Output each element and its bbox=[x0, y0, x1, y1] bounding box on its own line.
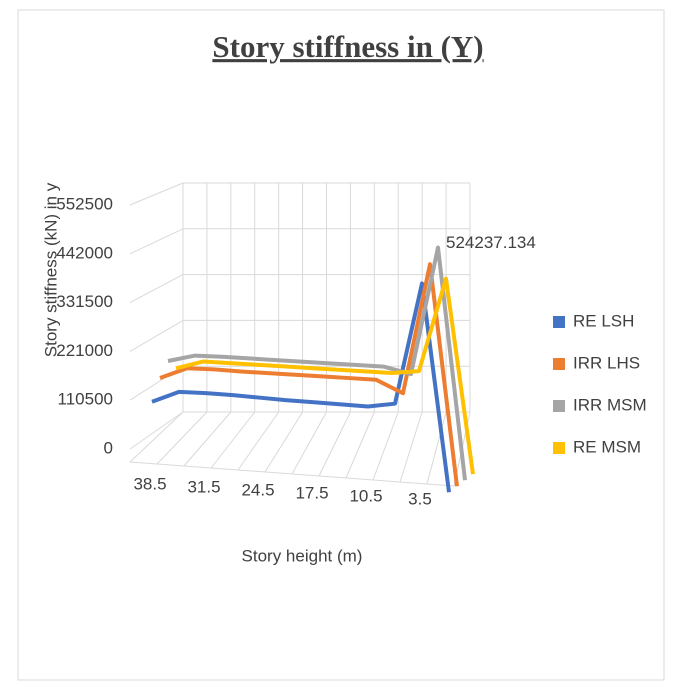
chart-border bbox=[17, 9, 665, 681]
legend-swatch bbox=[553, 358, 565, 370]
series-line bbox=[175, 276, 475, 475]
floor-line bbox=[372, 411, 399, 481]
floor-line bbox=[129, 411, 184, 463]
grid-line bbox=[129, 182, 184, 206]
legend-swatch bbox=[553, 442, 565, 454]
chart-title: Story stiffness in (Y) bbox=[212, 29, 483, 64]
floor-line bbox=[264, 411, 304, 473]
y-tick-label: 442000 bbox=[56, 243, 113, 262]
legend-swatch bbox=[553, 400, 565, 412]
x-tick-label: 31.5 bbox=[187, 477, 220, 496]
y-axis-label: Story stiffness (kN) in y bbox=[41, 182, 60, 357]
floor-edge bbox=[129, 461, 455, 487]
legend-label: IRR LHS bbox=[573, 353, 640, 372]
x-tick-label: 3.5 bbox=[408, 489, 432, 508]
floor-line bbox=[291, 411, 327, 475]
y-tick-label: 0 bbox=[104, 438, 113, 457]
y-tick-label: 110500 bbox=[58, 390, 113, 409]
x-tick-label: 10.5 bbox=[349, 486, 382, 505]
series-line bbox=[151, 281, 451, 493]
series-line bbox=[167, 245, 467, 481]
floor-line bbox=[399, 411, 423, 483]
x-tick-label: 38.5 bbox=[133, 474, 166, 493]
floor-line bbox=[345, 411, 375, 479]
floor-line bbox=[156, 411, 208, 465]
y-tick-label: 552500 bbox=[56, 194, 113, 213]
x-tick-label: 24.5 bbox=[241, 480, 274, 499]
data-label: 524237.134 bbox=[446, 233, 536, 252]
grid-line bbox=[129, 319, 184, 352]
grid-line bbox=[129, 411, 184, 450]
legend-label: IRR MSM bbox=[573, 395, 647, 414]
floor-line bbox=[210, 411, 256, 469]
floor-line bbox=[426, 411, 447, 485]
y-tick-label: 221000 bbox=[56, 341, 113, 360]
x-axis-label: Story height (m) bbox=[242, 546, 363, 565]
floor-line bbox=[237, 411, 280, 471]
floor-line bbox=[183, 411, 232, 467]
grid-line bbox=[129, 274, 184, 304]
legend-label: RE LSH bbox=[573, 311, 634, 330]
legend-label: RE MSM bbox=[573, 437, 641, 456]
legend-swatch bbox=[553, 316, 565, 328]
grid-line bbox=[129, 228, 184, 255]
floor-line bbox=[318, 411, 351, 477]
x-tick-label: 17.5 bbox=[295, 483, 328, 502]
y-tick-label: 331500 bbox=[56, 292, 113, 311]
